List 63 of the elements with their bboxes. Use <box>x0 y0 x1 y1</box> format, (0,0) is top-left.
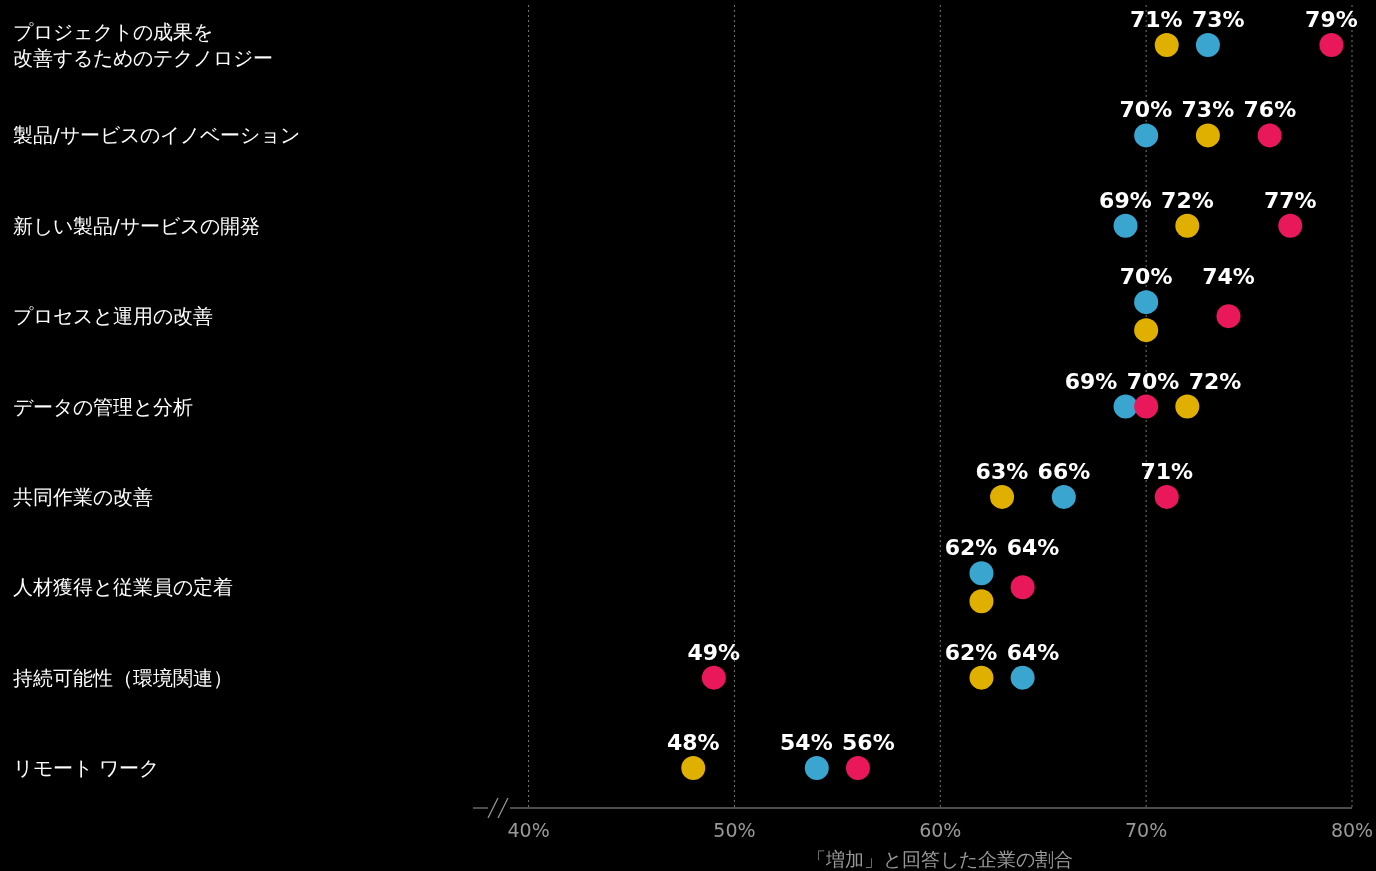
data-label: 77% <box>1263 187 1317 213</box>
point <box>1195 33 1220 57</box>
data-label: 72% <box>1161 187 1214 213</box>
point <box>1278 213 1303 238</box>
point <box>1134 123 1159 148</box>
data-label: 49% <box>687 639 741 665</box>
point <box>845 756 870 780</box>
x-axis-title: 「増加」と回答した企業の割合 <box>807 848 1074 870</box>
data-label: 72% <box>1188 368 1242 394</box>
data-label: 73% <box>1181 97 1235 123</box>
data-label: 69% <box>1099 187 1152 213</box>
point <box>1257 123 1282 148</box>
point <box>804 756 829 780</box>
data-label: 48% <box>666 730 720 755</box>
data-label: 70% <box>1126 368 1180 394</box>
x-tick-label: 50% <box>713 819 756 841</box>
data-label: 71% <box>1129 7 1183 32</box>
x-tick-label: 60% <box>919 819 962 841</box>
y-tick-label: 製品/サービスのイノベーション <box>13 123 300 148</box>
data-label: 54% <box>780 730 833 755</box>
y-tick-label: プロジェクトの成果を改善するためのテクノロジー <box>13 20 273 70</box>
y-tick-label: 持続可能性（環境関連） <box>13 665 233 690</box>
point <box>1175 213 1200 238</box>
y-tick-label: 共同作業の改善 <box>13 484 153 509</box>
data-label: 64% <box>1006 639 1060 665</box>
data-label: 64% <box>1006 535 1060 561</box>
point <box>1195 123 1220 148</box>
y-tick-label: 新しい製品/サービスの開発 <box>13 213 260 238</box>
point <box>1010 665 1035 690</box>
y-tick-label: データの管理と分析 <box>13 394 193 419</box>
point <box>1216 304 1241 329</box>
point <box>969 665 994 690</box>
point <box>1154 33 1179 57</box>
y-tick-label: リモート ワーク <box>13 756 160 780</box>
y-tick-label: 人材獲得と従業員の定着 <box>13 575 233 600</box>
point <box>1175 394 1200 419</box>
data-label: 56% <box>842 730 895 755</box>
point <box>1113 213 1138 238</box>
point <box>990 484 1015 509</box>
point <box>681 756 706 780</box>
data-label: 76% <box>1243 97 1297 123</box>
point <box>1010 575 1035 600</box>
point <box>1319 33 1344 57</box>
data-label: 63% <box>975 458 1029 484</box>
data-label: 74% <box>1202 264 1255 290</box>
data-label: 70% <box>1119 97 1173 123</box>
point <box>1113 394 1138 419</box>
data-label: 66% <box>1037 458 1091 484</box>
y-tick-label: プロセスと運用の改善 <box>13 304 213 329</box>
data-label: 71% <box>1140 458 1194 484</box>
x-tick-label: 40% <box>507 819 550 841</box>
data-label: 70% <box>1119 264 1173 290</box>
point <box>1051 484 1076 509</box>
data-label: 62% <box>944 535 998 561</box>
data-label: 79% <box>1305 7 1358 32</box>
x-tick-label: 70% <box>1125 819 1168 841</box>
data-label: 73% <box>1191 7 1245 32</box>
point <box>1134 394 1159 419</box>
point <box>701 665 726 690</box>
point <box>1154 484 1179 509</box>
x-tick-label: 80% <box>1330 819 1374 841</box>
data-label: 69% <box>1064 368 1118 394</box>
data-label: 62% <box>944 639 998 665</box>
